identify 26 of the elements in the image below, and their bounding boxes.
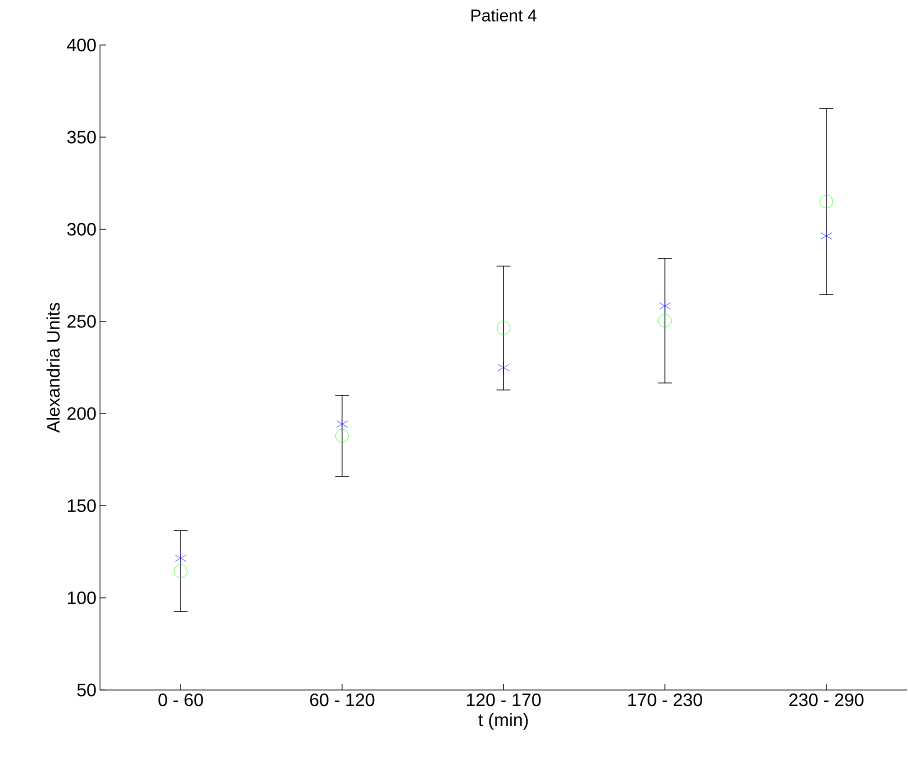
x-tick-label: 120 - 170 [466,693,541,706]
x-tick-label: 60 - 120 [310,693,374,706]
y-tick-label: 50 [77,684,96,696]
y-tick-label: 200 [67,407,96,420]
point [820,194,833,208]
y-tick-label: 100 [68,591,96,604]
y-tick-label: 400 [66,38,96,52]
x-tick-label: 0 - 60 [158,693,203,706]
x-tick-label: 170 - 230 [628,693,702,706]
point [335,429,349,443]
x-tick-label: 230 - 290 [789,693,864,706]
y-tick-label: 250 [67,315,96,328]
y-tick-label: 300 [67,222,96,236]
point [496,321,510,335]
point [498,360,510,374]
y-tick-label: 150 [68,499,96,512]
point [820,229,832,243]
y-axis-title: Alexandria Units [46,302,60,433]
point [174,552,187,565]
point [174,564,188,578]
point [336,417,348,431]
x-axis-title: t (min) [478,713,528,730]
y-tick-label: 350 [67,130,96,144]
chart-title: Patient 4 [471,9,536,22]
point [658,314,672,328]
point [659,299,671,313]
